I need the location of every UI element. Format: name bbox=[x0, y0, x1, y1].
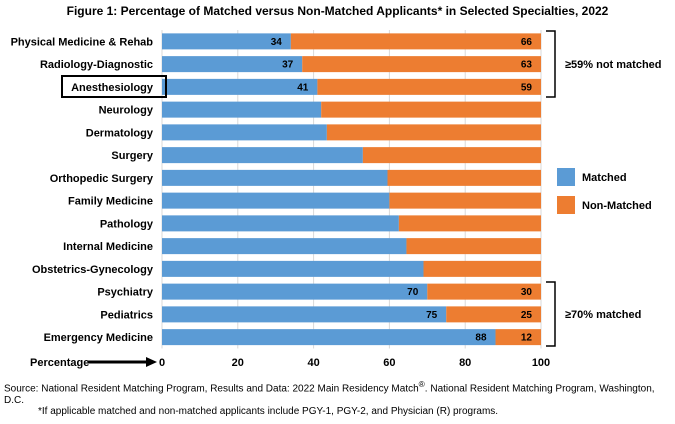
category-label: Internal Medicine bbox=[63, 241, 153, 253]
bar-segment-matched bbox=[162, 215, 399, 232]
category-label: Surgery bbox=[111, 150, 153, 162]
category-label: Physical Medicine & Rehab bbox=[11, 36, 154, 48]
data-label: 75 bbox=[426, 310, 438, 321]
legend-swatch-non-matched bbox=[557, 196, 575, 214]
data-label: 63 bbox=[521, 60, 533, 71]
annotation-bottom-group: ≥70% matched bbox=[565, 309, 641, 321]
category-label: Pediatrics bbox=[100, 309, 153, 321]
source-prefix: Source: National Resident Matching Progr… bbox=[4, 383, 419, 395]
bars: 34 66 37 63 41 59 70 30 75 25 88 12 bbox=[162, 33, 541, 346]
category-labels: Physical Medicine & Rehab Radiology-Diagn… bbox=[11, 36, 154, 344]
bar-segment-non-matched bbox=[423, 260, 541, 277]
bar-segment-matched bbox=[162, 101, 322, 118]
bar-segment-matched bbox=[162, 124, 327, 141]
category-label: Dermatology bbox=[86, 127, 154, 139]
data-label: 70 bbox=[407, 287, 419, 298]
x-tick-label: 40 bbox=[307, 357, 319, 369]
data-label: 59 bbox=[521, 82, 533, 93]
bar-segment-matched bbox=[162, 78, 318, 95]
category-label: Pathology bbox=[100, 218, 154, 230]
category-label: Psychiatry bbox=[97, 287, 154, 299]
data-label: 12 bbox=[521, 333, 533, 344]
category-label: Orthopedic Surgery bbox=[50, 173, 154, 185]
x-tick-label: 60 bbox=[383, 357, 395, 369]
bar-segment-non-matched bbox=[326, 124, 541, 141]
bracket-top-group bbox=[546, 30, 556, 98]
x-tick-label: 80 bbox=[459, 357, 471, 369]
data-label: 88 bbox=[475, 333, 487, 344]
bar-segment-non-matched bbox=[427, 283, 541, 300]
bar-segment-matched bbox=[162, 260, 424, 277]
bar-segment-non-matched bbox=[406, 238, 541, 255]
source-registered-mark: ® bbox=[418, 379, 425, 389]
legend: Matched Non-Matched bbox=[557, 168, 652, 214]
legend-label-matched: Matched bbox=[582, 172, 627, 184]
data-label: 30 bbox=[521, 287, 533, 298]
data-label: 34 bbox=[271, 37, 283, 48]
data-label: 66 bbox=[521, 37, 533, 48]
bar-segment-matched bbox=[162, 33, 291, 50]
source-suffix: . National Resident Matching Program, Wa… bbox=[4, 383, 655, 407]
bar-segment-matched bbox=[162, 306, 447, 323]
category-label: Family Medicine bbox=[68, 196, 153, 208]
chart-title: Figure 1: Percentage of Matched versus N… bbox=[66, 4, 609, 18]
x-tick-labels: 0 20 40 60 80 100 bbox=[159, 357, 550, 369]
bar-segment-non-matched bbox=[389, 192, 541, 209]
x-axis-arrow-head bbox=[146, 357, 157, 367]
x-tick-label: 100 bbox=[532, 357, 550, 369]
bar-segment-non-matched bbox=[495, 329, 541, 346]
source-note: Source: National Resident Matching Progr… bbox=[4, 378, 664, 407]
highlight-box-anesthesiology bbox=[61, 75, 167, 98]
footnote: *If applicable matched and non-matched a… bbox=[38, 406, 499, 417]
bar-segment-non-matched bbox=[446, 306, 541, 323]
x-tick-label: 20 bbox=[232, 357, 244, 369]
data-label: 41 bbox=[297, 82, 309, 93]
bar-segment-matched bbox=[162, 238, 407, 255]
category-label: Anesthesiology bbox=[71, 82, 154, 94]
x-axis-title: Percentage bbox=[30, 357, 89, 369]
category-label: Radiology-Diagnostic bbox=[40, 59, 153, 71]
legend-swatch-matched bbox=[557, 168, 575, 186]
data-label: 25 bbox=[521, 310, 533, 321]
bar-segment-non-matched bbox=[362, 147, 541, 164]
bar-segment-matched bbox=[162, 283, 428, 300]
bar-segment-matched bbox=[162, 169, 388, 186]
bar-segment-matched bbox=[162, 147, 363, 164]
x-tick-label: 0 bbox=[159, 357, 165, 369]
annotation-top-group: ≥59% not matched bbox=[565, 59, 662, 71]
category-label: Obstetrics-Gynecology bbox=[32, 264, 154, 276]
gridlines bbox=[161, 30, 542, 349]
bar-segment-non-matched bbox=[302, 56, 541, 73]
bar-segment-matched bbox=[162, 329, 496, 346]
category-label: Emergency Medicine bbox=[44, 332, 153, 344]
bracket-bottom-group bbox=[546, 281, 556, 347]
bar-segment-non-matched bbox=[317, 78, 541, 95]
bar-segment-non-matched bbox=[290, 33, 541, 50]
bar-segment-non-matched bbox=[398, 215, 541, 232]
x-axis-title-group: Percentage bbox=[30, 357, 157, 369]
bar-segment-matched bbox=[162, 56, 303, 73]
bar-segment-matched bbox=[162, 192, 390, 209]
legend-label-non-matched: Non-Matched bbox=[582, 200, 652, 212]
data-label: 37 bbox=[282, 60, 294, 71]
bar-segment-non-matched bbox=[387, 169, 541, 186]
bar-segment-non-matched bbox=[321, 101, 541, 118]
category-label: Neurology bbox=[99, 105, 154, 117]
